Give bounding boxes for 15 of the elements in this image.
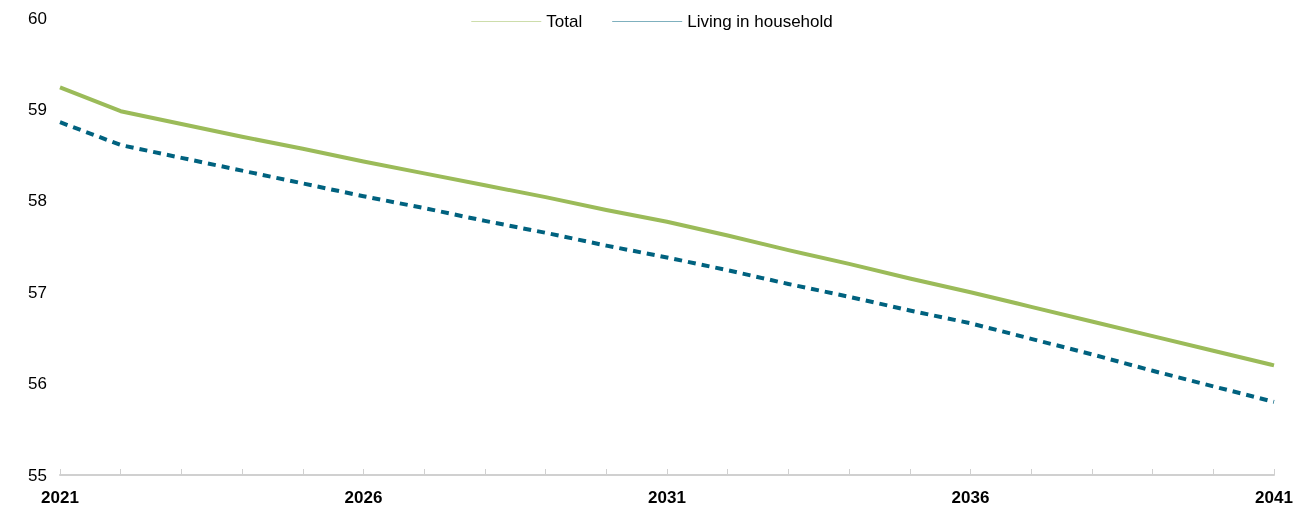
y-tick-label: 55: [28, 465, 47, 485]
y-tick-label: 60: [28, 8, 47, 28]
y-tick-label: 57: [28, 282, 47, 302]
x-tick-label: 2026: [344, 488, 383, 507]
x-tick-label: 2031: [648, 488, 686, 507]
y-tick-label: 58: [28, 191, 47, 211]
line-series: [58, 120, 1276, 404]
legend-label: Living in household: [687, 12, 833, 31]
x-tick-label: 2041: [1255, 488, 1293, 507]
y-tick-label: 56: [28, 374, 47, 394]
line-series: [58, 85, 1276, 368]
x-tick-label: 2021: [41, 488, 79, 507]
x-tick-label: 2036: [951, 488, 990, 507]
y-tick-label: 59: [28, 99, 47, 119]
legend-label: Total: [546, 12, 583, 31]
